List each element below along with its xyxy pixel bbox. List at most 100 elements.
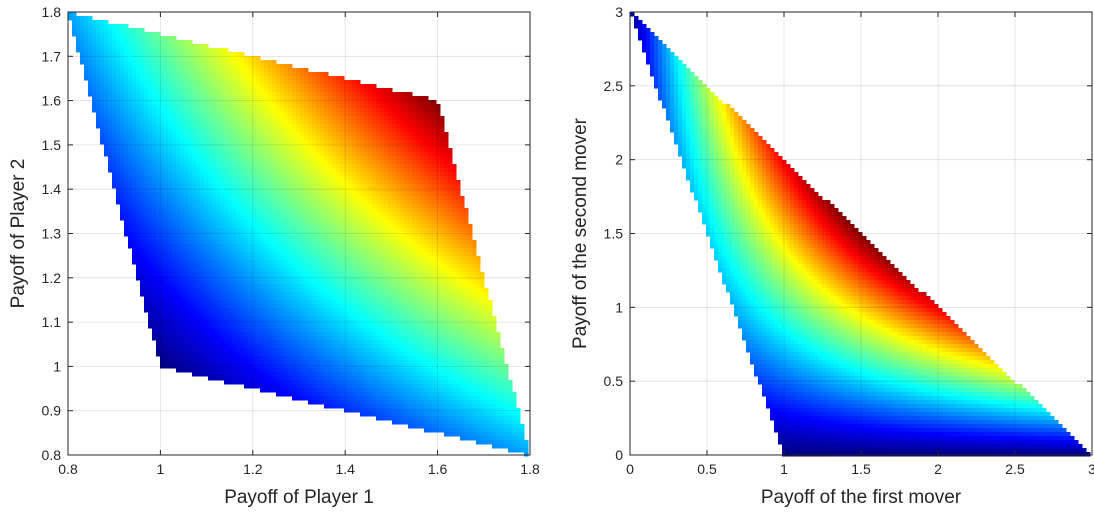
heat-cell (160, 40, 165, 45)
heat-cell (356, 212, 361, 217)
heat-cell (184, 64, 189, 69)
heat-cell (256, 184, 261, 189)
heat-cell (180, 156, 185, 161)
heat-cell (420, 180, 425, 185)
heat-cell (200, 104, 205, 109)
heat-cell (208, 164, 213, 169)
heat-cell (316, 88, 321, 93)
heat-cell (84, 32, 89, 37)
heat-cell (176, 56, 181, 61)
heat-cell (356, 236, 361, 241)
heat-cell (264, 192, 269, 197)
heat-cell (216, 252, 221, 257)
heat-cell (116, 60, 121, 65)
heat-cell (212, 56, 217, 61)
heat-cell (224, 124, 229, 129)
heat-cell (416, 176, 421, 181)
heat-cell (164, 224, 169, 229)
heat-cell (360, 272, 365, 277)
heat-cell (160, 184, 165, 189)
heat-cell (380, 264, 385, 269)
heat-cell (144, 52, 149, 57)
heat-cell (168, 72, 173, 77)
heat-cell (316, 284, 321, 289)
heat-cell (360, 136, 365, 141)
heat-cell (136, 80, 141, 85)
heat-cell (216, 268, 221, 273)
heat-cell (176, 132, 181, 137)
heat-cell (340, 272, 345, 277)
heat-cell (448, 252, 453, 257)
heat-cell (392, 244, 397, 249)
heat-cell (148, 148, 153, 153)
heat-cell (208, 176, 213, 181)
heat-cell (368, 156, 373, 161)
heat-cell (308, 268, 313, 273)
heat-cell (120, 100, 125, 105)
heat-cell (336, 164, 341, 169)
heat-cell (340, 152, 345, 157)
heat-cell (116, 164, 121, 169)
heat-cell (196, 128, 201, 133)
heat-cell (404, 264, 409, 269)
heat-cell (212, 268, 217, 273)
heat-cell (240, 128, 245, 133)
heat-cell (260, 260, 265, 265)
heat-cell (256, 172, 261, 177)
heat-cell (396, 136, 401, 141)
heat-cell (316, 200, 321, 205)
heat-cell (344, 188, 349, 193)
heat-cell (188, 124, 193, 129)
heat-cell (232, 68, 237, 73)
heat-cell (396, 228, 401, 233)
heat-cell (148, 128, 153, 133)
heat-cell (336, 204, 341, 209)
heat-cell (220, 152, 225, 157)
heat-cell (152, 80, 157, 85)
heat-cell (128, 220, 133, 225)
heat-cell (356, 240, 361, 245)
heat-cell (176, 64, 181, 69)
heat-cell (408, 236, 413, 241)
heat-cell (308, 156, 313, 161)
heat-cell (380, 192, 385, 197)
heat-cell (316, 116, 321, 121)
heat-cell (456, 200, 461, 205)
heat-cell (224, 184, 229, 189)
heat-cell (348, 268, 353, 273)
heat-cell (440, 220, 445, 225)
heat-cell (232, 148, 237, 153)
heat-cell (164, 260, 169, 265)
heat-cell (144, 132, 149, 137)
heat-cell (436, 276, 441, 281)
heat-cell (332, 80, 337, 85)
heat-cell (224, 176, 229, 181)
heat-cell (152, 236, 157, 241)
heat-cell (232, 196, 237, 201)
heat-cell (304, 188, 309, 193)
heat-cell (220, 64, 225, 69)
heat-cell (116, 112, 121, 117)
heat-cell (252, 240, 257, 245)
heat-cell (292, 136, 297, 141)
heat-cell (180, 180, 185, 185)
heat-cell (188, 188, 193, 193)
heat-cell (180, 172, 185, 177)
heat-cell (468, 280, 473, 285)
heat-cell (424, 188, 429, 193)
heat-cell (244, 56, 249, 61)
heat-cell (368, 216, 373, 221)
heat-cell (360, 140, 365, 145)
heat-cell (140, 240, 145, 245)
heat-cell (236, 172, 241, 177)
heat-cell (436, 176, 441, 181)
heat-cell (256, 204, 261, 209)
heat-cell (204, 216, 209, 221)
heat-cell (204, 260, 209, 265)
heat-cell (156, 52, 161, 57)
heat-cell (240, 172, 245, 177)
heat-cell (184, 184, 189, 189)
heat-cell (304, 156, 309, 161)
heat-cell (320, 128, 325, 133)
heat-cell (428, 216, 433, 221)
